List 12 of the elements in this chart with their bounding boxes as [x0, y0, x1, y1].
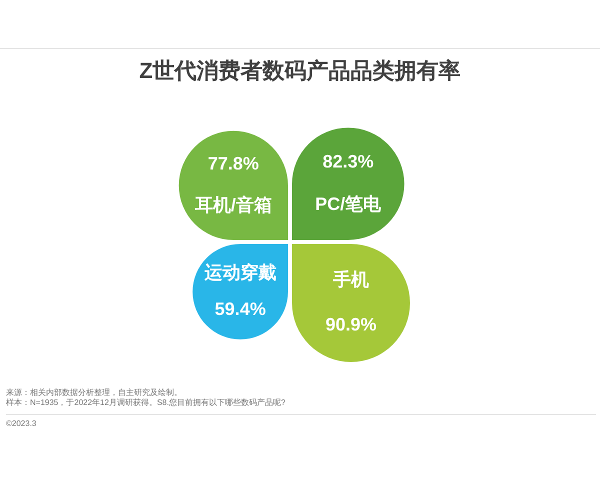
data-label: 82.3%	[322, 151, 374, 172]
category-label: 耳机/音箱	[194, 195, 272, 216]
source-note: 来源：相关内部数据分析整理，自主研究及绘制。	[6, 388, 183, 398]
data-label: 77.8%	[208, 154, 259, 174]
text: 样本：N=1935，于2022年12月调研获得。S8.您目前拥有以下哪些数码产品呢?	[6, 398, 286, 408]
text: ©2023.3	[6, 414, 596, 429]
category-label: 运动穿戴	[203, 262, 276, 283]
data-label: 90.9%	[325, 314, 377, 334]
data-label: 59.4%	[214, 298, 266, 319]
category-label: PC/笔电	[315, 194, 382, 214]
text: Z世代消费者数码产品品类拥有率	[138, 57, 462, 85]
category-label: 手机	[332, 270, 369, 290]
